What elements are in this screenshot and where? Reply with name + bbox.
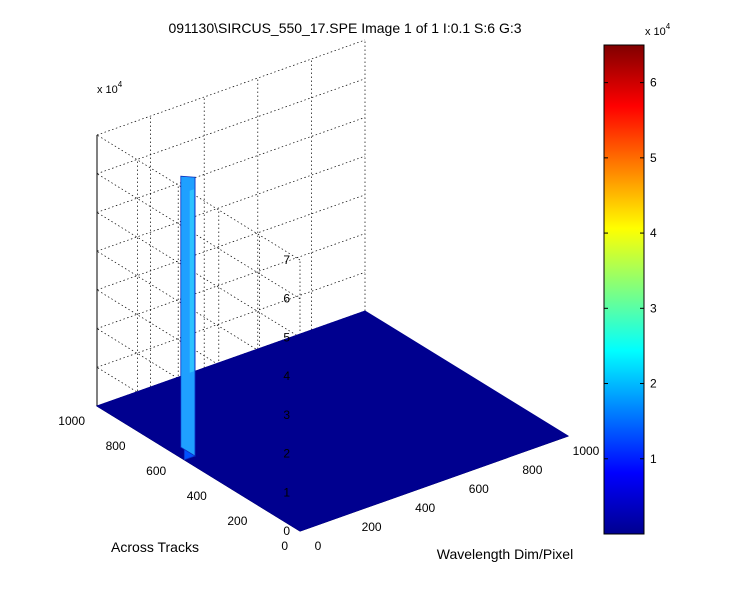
- y-tick-label: 600: [146, 464, 166, 478]
- grid-line: [96, 173, 301, 300]
- grid-line: [96, 233, 366, 329]
- surface-floor: [95, 310, 570, 532]
- colorbar-tick-label: 4: [650, 226, 657, 240]
- chart-title: 091130\SIRCUS_550_17.SPE Image 1 of 1 I:…: [168, 20, 521, 36]
- colorbar-tick-label: 1: [650, 452, 657, 466]
- colorbar-exponent-power: 4: [666, 22, 671, 31]
- z-exponent-power: 4: [118, 80, 123, 89]
- z-exponent-base: x 10: [97, 84, 118, 96]
- z-tick-label: 7: [283, 253, 290, 267]
- z-tick-label: 3: [283, 408, 290, 422]
- x-axis: 0 200 400 600 800 1000: [315, 444, 600, 553]
- x-tick-label: 1000: [573, 444, 600, 458]
- z-tick-label: 5: [283, 330, 290, 344]
- y-axis-label: Across Tracks: [111, 539, 199, 555]
- grid-line: [96, 212, 301, 338]
- x-tick-label: 200: [362, 520, 382, 534]
- z-tick-label: 6: [283, 292, 290, 306]
- colorbar-tick-label: 6: [650, 76, 657, 90]
- colorbar-exponent-label: x 104: [645, 22, 671, 38]
- z-tick-label: 0: [283, 524, 290, 538]
- grid-line: [96, 39, 366, 136]
- z-tick-label: 1: [283, 485, 290, 499]
- peak-highlight: [189, 189, 194, 373]
- y-axis: 0 200 400 600 800 1000: [58, 414, 288, 553]
- x-tick-label: 800: [522, 463, 542, 477]
- y-tick-label: 800: [106, 439, 126, 453]
- z-tick-label: 4: [283, 369, 290, 383]
- x-tick-label: 600: [469, 482, 489, 496]
- x-axis-label: Wavelength Dim/Pixel: [437, 546, 573, 562]
- colorbar-tick-label: 5: [650, 151, 657, 165]
- grid-line: [96, 117, 366, 213]
- z-axis: 0 1 2 3 4 5 6 7: [283, 253, 290, 538]
- colorbar-tick-label: 3: [650, 301, 657, 315]
- grid-line: [96, 271, 366, 368]
- colorbar-gradient: [603, 44, 645, 535]
- y-tick-label: 1000: [58, 414, 85, 428]
- y-tick-label: 0: [281, 539, 288, 553]
- colorbar-ticks: 1 2 3 4 5 6: [604, 76, 657, 466]
- y-tick-label: 200: [227, 514, 247, 528]
- grid-line: [96, 134, 301, 261]
- grid-line: [96, 155, 366, 252]
- surface-layer: [95, 175, 570, 532]
- grid-line: [96, 78, 366, 175]
- y-tick-label: 400: [187, 489, 207, 503]
- colorbar-tick-label: 2: [650, 377, 657, 391]
- z-tick-label: 2: [283, 447, 290, 461]
- colorbar-exponent-base: x 10: [645, 26, 666, 38]
- grid-line: [96, 194, 366, 291]
- x-tick-label: 400: [415, 501, 435, 515]
- x-tick-label: 0: [315, 539, 322, 553]
- z-exponent-label: x 104: [97, 80, 123, 96]
